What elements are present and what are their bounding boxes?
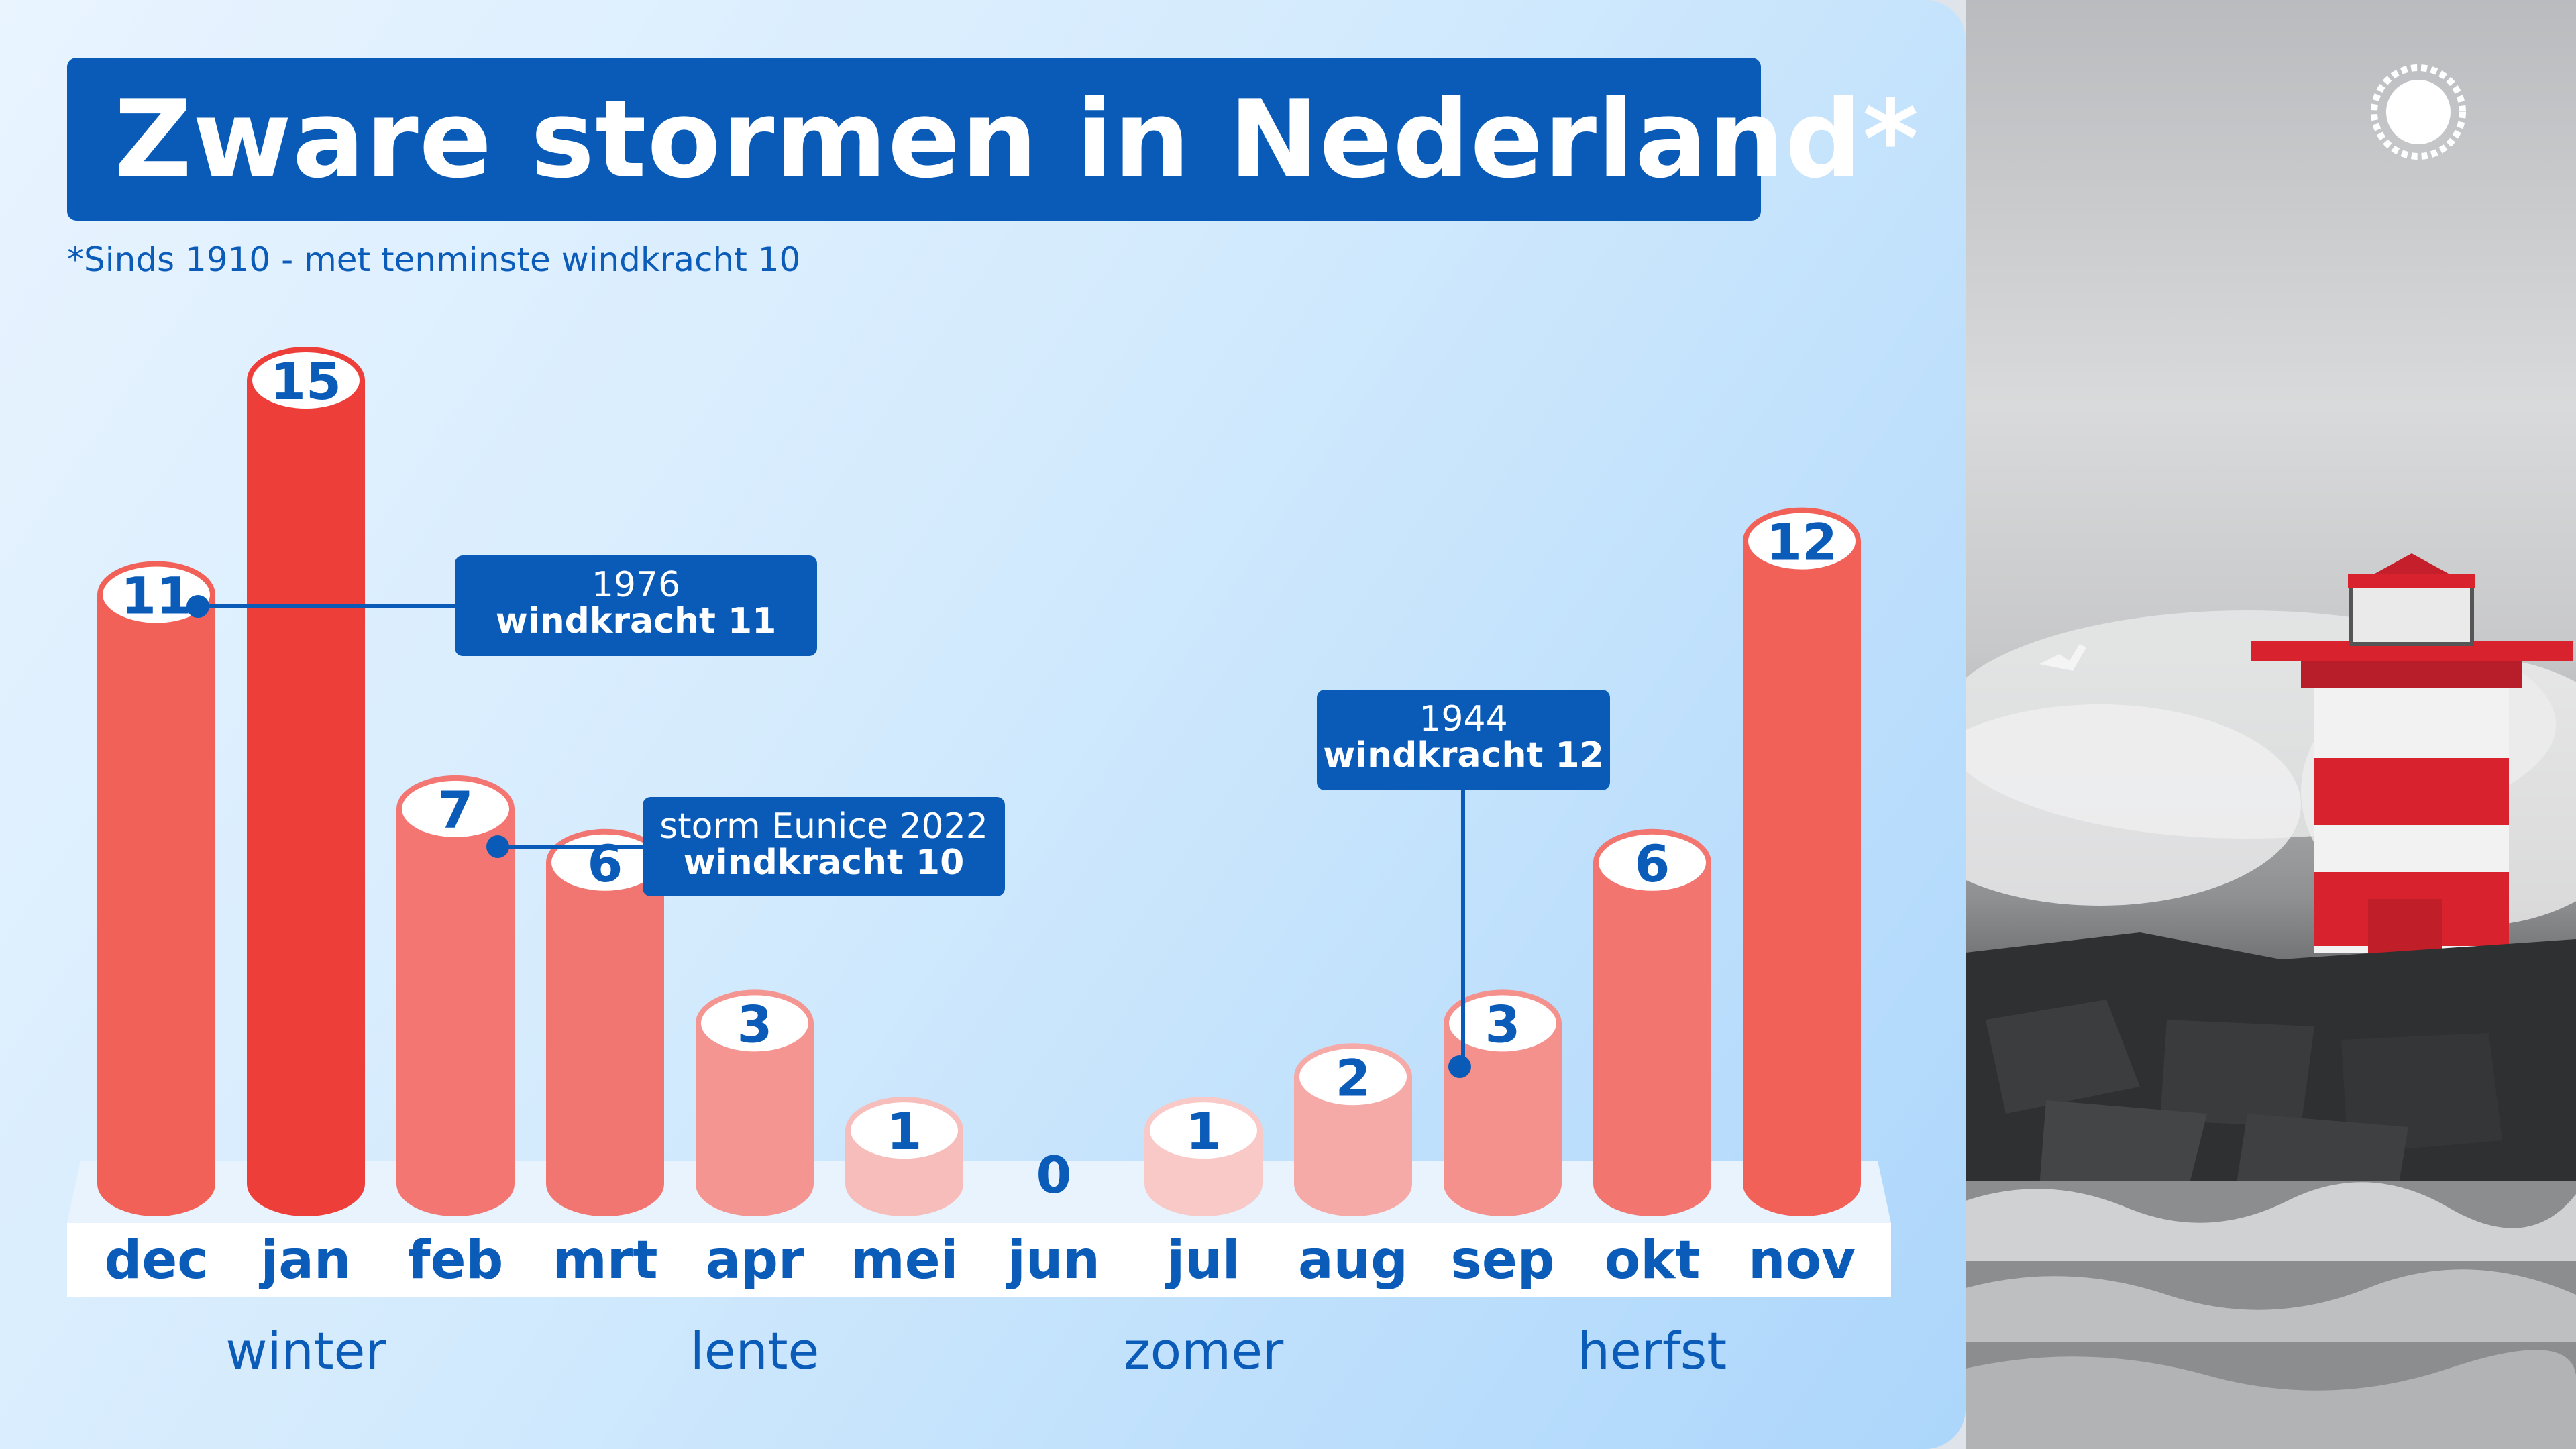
- annotation-1944: 1944 windkracht 12: [1317, 690, 1610, 790]
- month-label-feb: feb: [408, 1230, 504, 1291]
- bar-base-apr: [696, 1152, 814, 1216]
- bar-base-jan: [247, 1152, 365, 1216]
- season-label-lente: lente: [690, 1321, 820, 1381]
- bar-cap-feb: [396, 775, 515, 843]
- bar-cap-jul: [1144, 1097, 1263, 1165]
- lighthouse: [2251, 553, 2573, 953]
- value-label-apr: 3: [737, 994, 773, 1054]
- annotation-1944-year: 1944: [1419, 699, 1508, 739]
- bar-cap-okt: [1593, 828, 1711, 896]
- platform-winter: [67, 1223, 545, 1297]
- value-label-mei: 1: [887, 1102, 922, 1161]
- bar-base-mei: [845, 1152, 963, 1216]
- month-label-aug: aug: [1298, 1230, 1408, 1291]
- bar-okt: [1593, 862, 1711, 1184]
- platform-lente: [516, 1223, 994, 1297]
- bar-base-mrt: [546, 1152, 664, 1216]
- annotation-eunice-wind: windkracht 10: [683, 843, 965, 883]
- season-label-zomer: zomer: [1124, 1321, 1284, 1381]
- bar-mrt: [546, 862, 664, 1184]
- annotation-eunice-name: storm Eunice 2022: [659, 806, 988, 847]
- annotation-1976-wind: windkracht 11: [495, 601, 777, 641]
- connector-1944-dot: [1448, 1055, 1471, 1078]
- bar-cap-aug: [1294, 1043, 1412, 1111]
- subtitle: *Sinds 1910 - met tenminste windkracht 1…: [67, 240, 801, 279]
- value-label-jun: 0: [1036, 1145, 1072, 1205]
- bar-cap-mei: [845, 1097, 963, 1165]
- bar-base-jul: [1144, 1152, 1263, 1216]
- bar-cap-apr: [696, 989, 814, 1057]
- season-label-winter: winter: [225, 1321, 386, 1381]
- platform-zomer: [965, 1223, 1442, 1297]
- annotation-1976: 1976 windkracht 11: [455, 555, 817, 656]
- value-label-sep: 3: [1485, 994, 1521, 1054]
- connector-eunice-dot: [486, 835, 509, 858]
- bar-base-aug: [1294, 1152, 1412, 1216]
- month-label-sep: sep: [1450, 1230, 1554, 1291]
- month-label-jan: jan: [259, 1230, 352, 1291]
- bar-feb: [396, 808, 515, 1184]
- bar-nov: [1743, 541, 1861, 1184]
- breakwater: [1966, 932, 2576, 1208]
- value-label-okt: 6: [1635, 834, 1670, 894]
- month-label-dec: dec: [105, 1230, 209, 1291]
- month-label-mrt: mrt: [552, 1230, 657, 1291]
- value-label-jan: 15: [270, 352, 341, 411]
- month-label-jun: jun: [1006, 1230, 1100, 1291]
- value-label-nov: 12: [1766, 513, 1837, 572]
- bar-dec: [97, 594, 215, 1184]
- title-banner: [67, 58, 1761, 221]
- page-title: Zware stormen in Nederland*: [114, 76, 1920, 202]
- month-label-jul: jul: [1165, 1230, 1240, 1291]
- lighthouse-illustration: [1966, 553, 2576, 1449]
- bar-base-feb: [396, 1152, 515, 1216]
- value-label-feb: 7: [438, 780, 474, 840]
- month-label-okt: okt: [1605, 1230, 1701, 1291]
- bar-cap-sep: [1444, 989, 1562, 1057]
- annotation-1944-wind: windkracht 12: [1323, 735, 1604, 775]
- season-label-herfst: herfst: [1578, 1321, 1727, 1381]
- value-label-dec: 11: [121, 566, 192, 625]
- bar-base-sep: [1444, 1152, 1562, 1216]
- lighthouse-photo: [1966, 0, 2576, 1449]
- month-label-nov: nov: [1748, 1230, 1856, 1291]
- value-label-mrt: 6: [588, 834, 623, 894]
- sun-icon: [2371, 64, 2466, 160]
- annotation-1976-year: 1976: [591, 565, 681, 605]
- platform-herfst: [1413, 1223, 1891, 1297]
- bar-base-nov: [1743, 1152, 1861, 1216]
- connector-1976-dot: [186, 595, 209, 618]
- infographic-panel: Zware stormen in Nederland* *Sinds 1910 …: [0, 0, 1966, 1449]
- month-label-apr: apr: [706, 1230, 804, 1291]
- bar-base-okt: [1593, 1152, 1711, 1216]
- seagull: [2039, 644, 2086, 671]
- bar-cap-jan: [247, 347, 365, 414]
- value-label-aug: 2: [1336, 1048, 1371, 1108]
- month-label-mei: mei: [851, 1230, 959, 1291]
- bar-cap-dec: [97, 561, 215, 629]
- bar-jan: [247, 380, 365, 1184]
- value-label-jul: 1: [1186, 1102, 1222, 1161]
- bar-cap-nov: [1743, 507, 1861, 575]
- annotation-eunice: storm Eunice 2022 windkracht 10: [643, 797, 1005, 896]
- bar-base-dec: [97, 1152, 215, 1216]
